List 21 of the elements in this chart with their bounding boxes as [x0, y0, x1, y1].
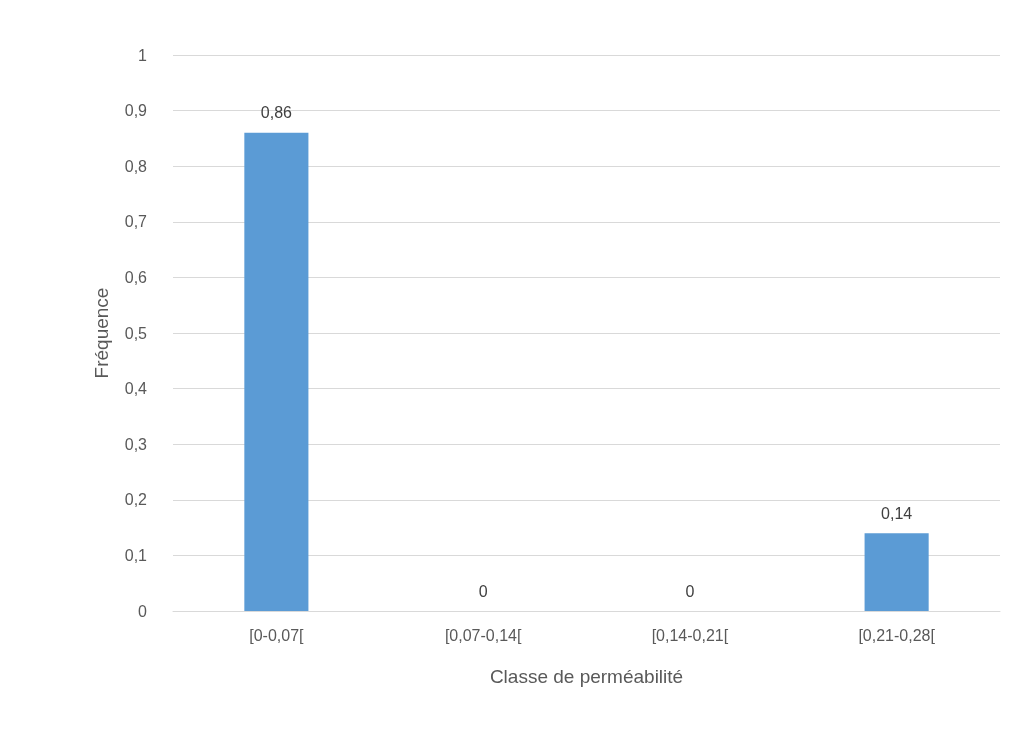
y-axis-title: Fréquence — [91, 287, 112, 379]
x-tick-label: [0-0,07[ — [249, 626, 305, 644]
x-tick-label: [0,14-0,21[ — [651, 626, 729, 644]
y-tick-label: 0,2 — [124, 491, 148, 509]
y-tick-label: 0,5 — [124, 324, 148, 342]
y-tick-label: 0,4 — [124, 380, 148, 398]
x-tick-label: [0,21-0,28[ — [858, 626, 936, 644]
x-tick-label: [0,07-0,14[ — [444, 626, 522, 644]
data-label: 0,14 — [881, 504, 913, 522]
data-label: 0 — [478, 582, 488, 600]
y-tick-label: 0,1 — [124, 546, 148, 564]
x-axis-title: Classe de perméabilité — [489, 666, 684, 687]
y-tick-label: 0,9 — [124, 102, 148, 120]
y-tick-label: 1 — [138, 46, 148, 64]
y-tick-label: 0,7 — [124, 213, 148, 231]
y-tick-label: 0,3 — [124, 435, 148, 453]
y-tick-label: 0 — [138, 602, 148, 620]
data-label: 0 — [685, 582, 695, 600]
y-tick-label: 0,6 — [124, 268, 148, 286]
y-tick-label: 0,8 — [124, 157, 148, 175]
data-label: 0,86 — [260, 104, 293, 122]
